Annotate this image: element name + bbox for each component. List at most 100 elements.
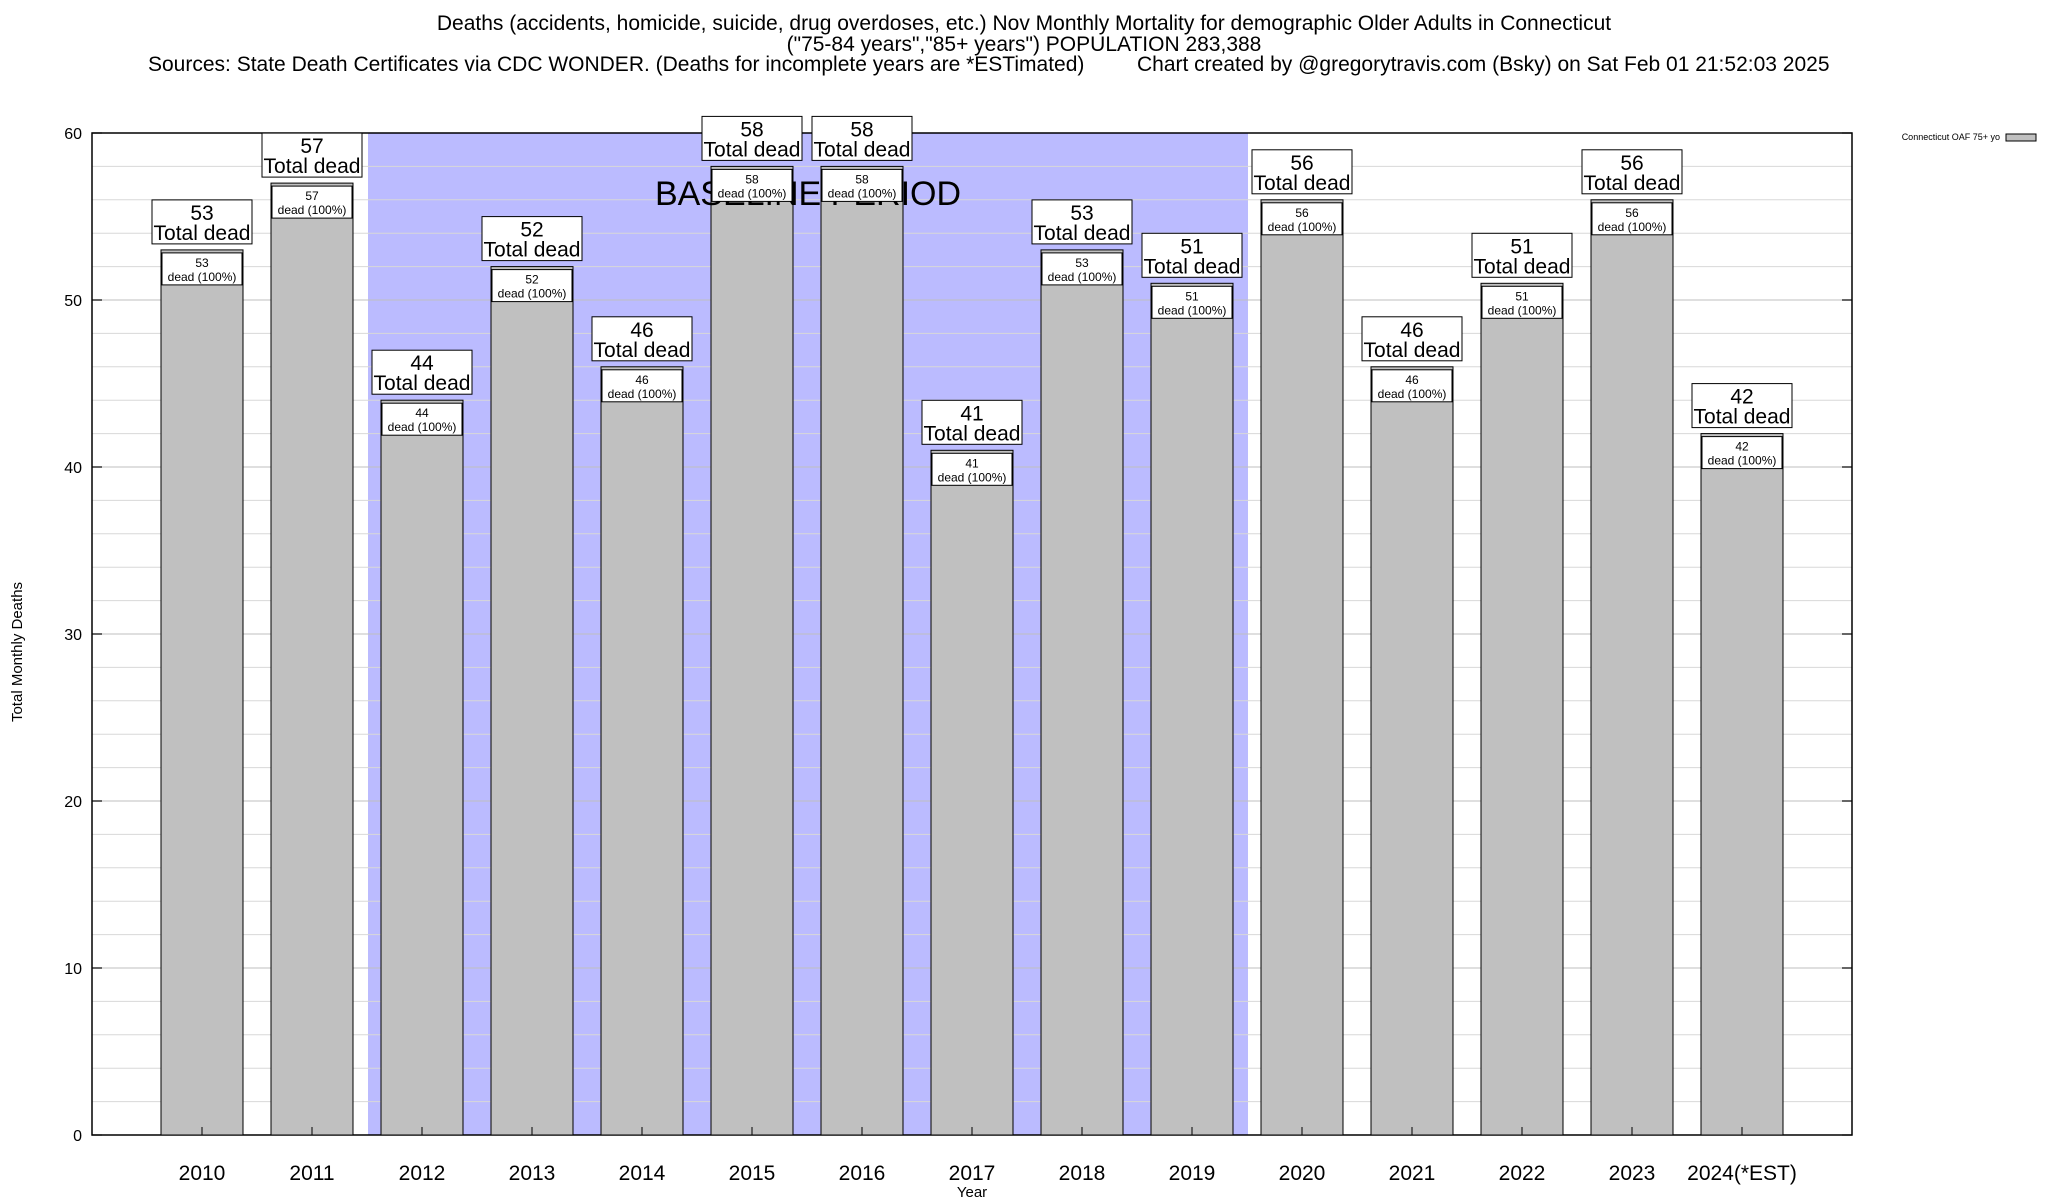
bar-total-suffix: Total dead	[924, 422, 1021, 445]
bar-inner-label-box	[821, 168, 903, 202]
bar-total-value: 46	[1400, 319, 1423, 342]
bar-total-value: 42	[1730, 386, 1753, 409]
bar-total-suffix: Total dead	[1254, 172, 1351, 195]
bar	[1700, 433, 1784, 1136]
x-tick-label: 2019	[1169, 1162, 1216, 1185]
chart-subtitle: ("75-84 years","85+ years") POPULATION 2…	[786, 33, 1262, 56]
bar-inner-suffix: dead (100%)	[1708, 454, 1777, 468]
bar-total-value: 56	[1290, 152, 1313, 175]
chart-credit: Chart created by @gregorytravis.com (Bsk…	[1137, 53, 1830, 76]
x-tick-label: 2010	[179, 1162, 226, 1185]
bar-total-label-box	[1031, 199, 1133, 245]
x-tick-label: 2011	[289, 1162, 334, 1185]
bar	[1370, 366, 1454, 1136]
bar-total-suffix: Total dead	[814, 138, 911, 161]
y-tick-label: 50	[64, 293, 82, 310]
bar-total-suffix: Total dead	[704, 138, 801, 161]
x-tick-label: 2021	[1389, 1162, 1436, 1185]
bar	[930, 449, 1014, 1136]
baseline-period-label: BASELINE PERIOD	[655, 175, 961, 213]
bar-total-label-box	[1251, 149, 1353, 195]
bar	[1480, 282, 1564, 1136]
bar-inner-value: 53	[195, 256, 209, 270]
bar-inner-value: 46	[1405, 373, 1419, 387]
bar-inner-label-box	[381, 402, 463, 436]
bar-total-label-box	[371, 349, 473, 395]
legend-label: Connecticut OAF 75+ yo	[1902, 132, 2000, 142]
bar	[270, 182, 354, 1136]
bar-total-label-box	[591, 316, 693, 362]
bar-total-value: 52	[520, 219, 543, 242]
x-tick-label: 2012	[399, 1162, 446, 1185]
bar	[1590, 199, 1674, 1136]
bar-total-suffix: Total dead	[1144, 255, 1241, 278]
bar-inner-suffix: dead (100%)	[938, 470, 1007, 484]
bar-inner-value: 53	[1075, 256, 1089, 270]
bar-total-suffix: Total dead	[1034, 222, 1131, 245]
bar-total-suffix: Total dead	[594, 339, 691, 362]
x-tick-label: 2013	[509, 1162, 556, 1185]
bar-inner-suffix: dead (100%)	[718, 186, 787, 200]
bar-inner-label-box	[1041, 252, 1123, 286]
bar-inner-label-box	[491, 269, 573, 303]
chart-title: Deaths (accidents, homicide, suicide, dr…	[436, 12, 1612, 35]
bar-inner-value: 51	[1515, 289, 1529, 303]
y-tick-label: 40	[64, 460, 82, 477]
bar-inner-suffix: dead (100%)	[1488, 303, 1557, 317]
bar-total-suffix: Total dead	[374, 372, 471, 395]
bar	[1040, 249, 1124, 1136]
bar-inner-value: 58	[855, 172, 869, 186]
bar	[710, 165, 794, 1136]
bar-total-value: 41	[960, 402, 983, 425]
y-axis-title: Total Monthly Deaths	[9, 582, 26, 722]
bar-inner-label-box	[271, 185, 353, 219]
bar-inner-value: 51	[1185, 289, 1199, 303]
bar-total-value: 44	[410, 352, 434, 375]
bar-total-value: 51	[1180, 235, 1203, 258]
x-axis-title: Year	[957, 1184, 987, 1200]
bar-inner-suffix: dead (100%)	[608, 387, 677, 401]
bar-inner-suffix: dead (100%)	[1268, 220, 1337, 234]
bar-inner-label-box	[1701, 436, 1783, 470]
sources-note: Sources: State Death Certificates via CD…	[148, 53, 1085, 76]
bar-total-value: 53	[190, 202, 213, 225]
bar-inner-suffix: dead (100%)	[498, 287, 567, 301]
axes-layer: 0 10 20 30 40 50 60 2010 2011 2012 2013 2014 2015 201…	[64, 126, 1852, 1185]
bar-inner-label-box	[1261, 202, 1343, 236]
bar-total-label-box	[1141, 232, 1243, 278]
bar-inner-value: 41	[965, 456, 979, 470]
x-tick-label: 2022	[1499, 1162, 1546, 1185]
bar-inner-value: 52	[525, 273, 539, 287]
bar-inner-value: 44	[415, 406, 429, 420]
bar-total-label-box	[481, 216, 583, 262]
bar-total-value: 53	[1070, 202, 1093, 225]
bar-total-value: 51	[1510, 235, 1533, 258]
bar-total-label-box	[811, 115, 913, 161]
bar-inner-value: 57	[305, 189, 319, 203]
bar-total-label-box	[1691, 383, 1793, 429]
y-tick-label: 30	[64, 627, 82, 644]
bar-total-suffix: Total dead	[264, 155, 361, 178]
bar-total-value: 57	[300, 135, 323, 158]
bar-inner-label-box	[1371, 369, 1453, 403]
x-tick-label: 2016	[839, 1162, 886, 1185]
bar-total-label-box	[151, 199, 253, 245]
bar-inner-label-box	[1151, 285, 1233, 319]
y-tick-label: 20	[64, 794, 82, 811]
bar-inner-label-box	[1481, 285, 1563, 319]
bar-total-label-box	[921, 399, 1023, 445]
bar-total-suffix: Total dead	[1364, 339, 1461, 362]
bar-inner-suffix: dead (100%)	[1378, 387, 1447, 401]
bar-total-value: 58	[740, 118, 763, 141]
y-tick-label: 10	[64, 961, 82, 978]
bar	[600, 366, 684, 1136]
y-tick-label: 60	[64, 126, 82, 143]
bar-inner-value: 56	[1625, 206, 1639, 220]
bar-inner-suffix: dead (100%)	[388, 420, 457, 434]
y-tick-label: 0	[73, 1128, 82, 1145]
bar-inner-suffix: dead (100%)	[828, 186, 897, 200]
bar-inner-value: 58	[745, 172, 759, 186]
